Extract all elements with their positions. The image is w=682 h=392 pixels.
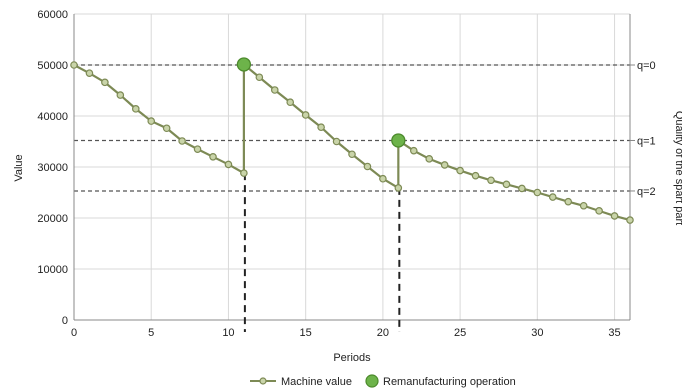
machine-value-point xyxy=(471,171,480,180)
machine-value-point xyxy=(240,169,248,177)
machine-value-point xyxy=(332,137,341,146)
gridlines xyxy=(74,13,630,320)
y-tick-label: 60000 xyxy=(37,9,68,21)
machine-value-point xyxy=(409,146,418,155)
machine-value-point xyxy=(579,201,588,210)
machine-value-point xyxy=(70,61,78,69)
machine-value-point xyxy=(610,212,619,220)
machine-value-point xyxy=(209,153,217,161)
machine-value-point xyxy=(301,111,310,119)
machine-value-point xyxy=(518,184,526,193)
machine-value-point xyxy=(564,197,573,206)
machine-value-point xyxy=(626,216,634,224)
machine-value-point xyxy=(440,161,449,169)
machine-value-line-segment-2 xyxy=(397,139,631,222)
quality-level-lines xyxy=(74,64,635,192)
y-tick-label: 0 xyxy=(62,315,68,327)
machine-value-series xyxy=(70,60,634,224)
machine-value-point xyxy=(131,105,140,113)
x-tick-label: 0 xyxy=(71,327,77,339)
machine-value-point xyxy=(595,207,603,215)
y-tick-label: 20000 xyxy=(37,213,68,225)
machine-value-point xyxy=(548,193,557,201)
y-tick-label: 30000 xyxy=(37,162,68,174)
machine-value-point xyxy=(487,176,495,185)
remanufacturing-series xyxy=(236,57,406,148)
y-tick-label: 10000 xyxy=(37,264,68,276)
tick-labels: 0 5 10 15 20 25 30 35 0 10000 20000 30000 40000 50000… xyxy=(37,9,620,339)
machine-value-point xyxy=(394,184,403,192)
machine-value-point xyxy=(162,124,171,133)
x-tick-label: 10 xyxy=(222,327,234,339)
machine-value-point xyxy=(286,98,295,107)
machine-value-point xyxy=(147,117,156,125)
remanufacturing-point xyxy=(236,57,252,72)
legend-remanufacturing-label: Remanufacturing operation xyxy=(383,376,516,388)
quality-label-0: q=0 xyxy=(637,60,656,72)
remanufacturing-point xyxy=(391,133,406,148)
remanufacturing-drop-lines xyxy=(243,173,401,332)
machine-value-point xyxy=(224,160,233,169)
machine-value-point xyxy=(348,150,356,159)
x-tick-label: 15 xyxy=(300,327,312,339)
machine-value-point xyxy=(363,162,372,171)
y2-axis-title: Quality of the spart part xyxy=(673,111,682,225)
legend-remanufacturing-marker xyxy=(365,374,379,388)
legend-machine-value-label: Machine value xyxy=(281,376,352,388)
quality-label-1: q=1 xyxy=(637,135,656,147)
machine-value-point xyxy=(379,174,387,183)
y-tick-label: 50000 xyxy=(37,60,68,72)
machine-value-point xyxy=(270,86,279,94)
x-tick-label: 5 xyxy=(148,327,154,339)
x-tick-label: 30 xyxy=(531,327,543,339)
y-axis-title: Value xyxy=(13,154,25,181)
machine-value-point xyxy=(85,69,94,77)
machine-value-point xyxy=(101,78,109,87)
x-tick-label: 35 xyxy=(608,327,620,339)
machine-value-point xyxy=(116,91,125,99)
quality-label-2: q=2 xyxy=(637,186,656,198)
machine-value-point xyxy=(456,166,464,175)
legend-machine-value-marker xyxy=(259,377,267,385)
x-tick-label: 20 xyxy=(377,327,389,339)
machine-value-point xyxy=(425,155,434,163)
x-axis-title: Periods xyxy=(333,352,371,364)
quality-labels: q=0 q=1 q=2 xyxy=(637,60,656,198)
machine-value-point xyxy=(533,188,542,197)
legend: Machine value Remanufacturing operation xyxy=(250,374,516,388)
x-tick-label: 25 xyxy=(454,327,466,339)
machine-value-point xyxy=(502,180,511,189)
y-tick-label: 40000 xyxy=(37,111,68,123)
machine-value-line-segment-0 xyxy=(73,64,245,175)
machine-value-point xyxy=(193,145,202,153)
machine-value-point xyxy=(255,73,264,82)
machine-value-point xyxy=(317,123,325,132)
machine-value-point xyxy=(178,137,186,145)
